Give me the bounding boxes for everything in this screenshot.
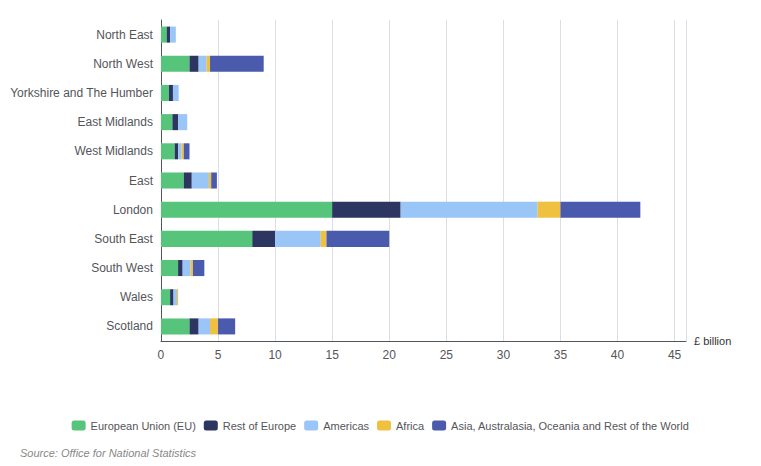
svg-text:10: 10 (268, 348, 282, 362)
svg-text:East Midlands: East Midlands (78, 115, 153, 129)
svg-text:Asia, Australasia, Oceania and: Asia, Australasia, Oceania and Rest of t… (451, 420, 689, 432)
svg-text:European Union (EU): European Union (EU) (91, 420, 196, 432)
svg-text:Rest of Europe: Rest of Europe (223, 420, 296, 432)
svg-text:West Midlands: West Midlands (74, 144, 152, 158)
svg-text:£ billion: £ billion (694, 335, 731, 347)
svg-text:Source: Office for National St: Source: Office for National Statistics (20, 447, 197, 459)
svg-text:30: 30 (497, 348, 511, 362)
svg-text:0: 0 (158, 348, 165, 362)
svg-text:North West: North West (93, 57, 153, 71)
svg-text:South West: South West (91, 261, 153, 275)
svg-text:45: 45 (668, 348, 682, 362)
svg-text:15: 15 (325, 348, 339, 362)
svg-text:5: 5 (215, 348, 222, 362)
svg-text:London: London (113, 203, 153, 217)
svg-text:North East: North East (96, 28, 153, 42)
svg-text:Wales: Wales (120, 290, 153, 304)
svg-text:40: 40 (611, 348, 625, 362)
svg-text:East: East (129, 174, 154, 188)
svg-text:Scotland: Scotland (106, 319, 153, 333)
svg-text:35: 35 (554, 348, 568, 362)
svg-text:20: 20 (383, 348, 397, 362)
svg-text:South East: South East (94, 232, 153, 246)
svg-text:Yorkshire and The Humber: Yorkshire and The Humber (10, 86, 153, 100)
svg-text:Africa: Africa (396, 420, 425, 432)
svg-text:25: 25 (440, 348, 454, 362)
svg-text:Americas: Americas (323, 420, 369, 432)
